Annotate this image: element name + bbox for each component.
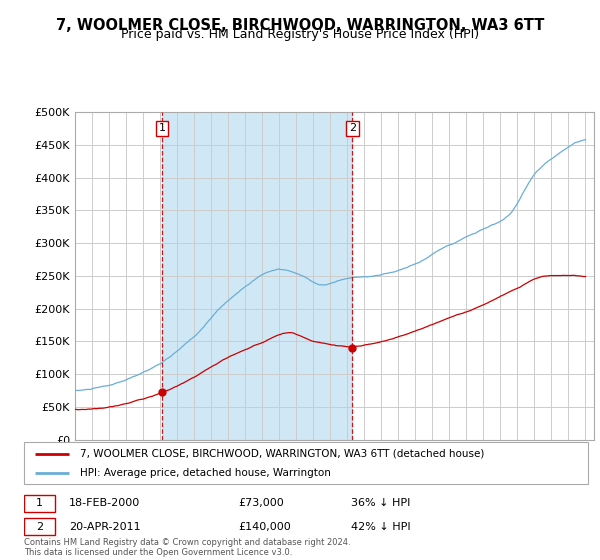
Bar [162,112,352,440]
Text: 18-FEB-2000: 18-FEB-2000 [69,498,140,508]
Text: 1: 1 [158,123,166,133]
Text: 42% ↓ HPI: 42% ↓ HPI [351,521,411,531]
Text: £73,000: £73,000 [238,498,284,508]
Text: Contains HM Land Registry data © Crown copyright and database right 2024.
This d: Contains HM Land Registry data © Crown c… [24,538,350,557]
Text: 7, WOOLMER CLOSE, BIRCHWOOD, WARRINGTON, WA3 6TT (detached house): 7, WOOLMER CLOSE, BIRCHWOOD, WARRINGTON,… [80,449,485,459]
Text: £140,000: £140,000 [238,521,291,531]
Text: 36% ↓ HPI: 36% ↓ HPI [351,498,410,508]
Text: 20-APR-2011: 20-APR-2011 [69,521,141,531]
FancyBboxPatch shape [24,494,55,512]
Text: 1: 1 [36,498,43,508]
Text: 2: 2 [36,521,43,531]
Text: Price paid vs. HM Land Registry's House Price Index (HPI): Price paid vs. HM Land Registry's House … [121,28,479,41]
FancyBboxPatch shape [24,517,55,535]
Text: HPI: Average price, detached house, Warrington: HPI: Average price, detached house, Warr… [80,468,331,478]
FancyBboxPatch shape [24,442,588,484]
Text: 2: 2 [349,123,356,133]
Text: 7, WOOLMER CLOSE, BIRCHWOOD, WARRINGTON, WA3 6TT: 7, WOOLMER CLOSE, BIRCHWOOD, WARRINGTON,… [56,18,544,33]
